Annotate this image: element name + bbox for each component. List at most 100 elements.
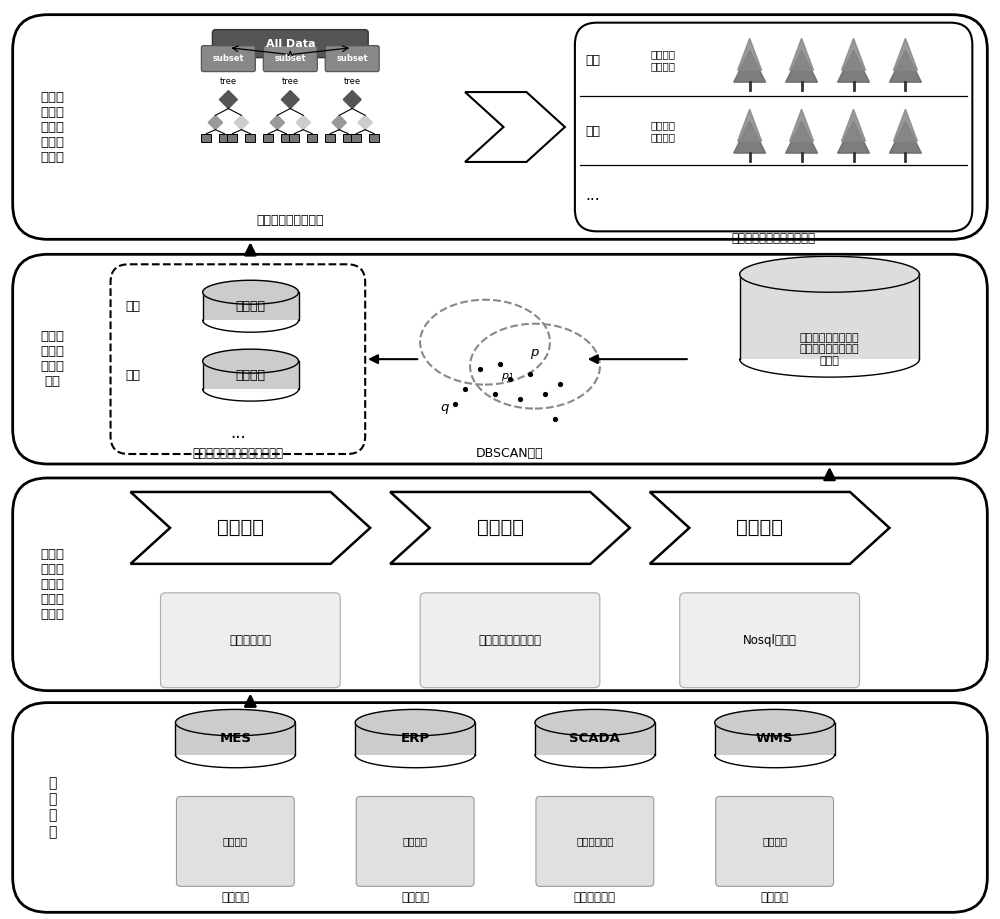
Text: 随机森林
调度规则: 随机森林 调度规则 xyxy=(650,50,675,71)
Bar xyxy=(219,133,229,142)
FancyBboxPatch shape xyxy=(13,15,987,239)
Polygon shape xyxy=(790,39,814,70)
Polygon shape xyxy=(738,39,762,70)
Text: DBSCAN聚类: DBSCAN聚类 xyxy=(476,447,544,460)
Text: 各扰动环境下产生的调度数据: 各扰动环境下产生的调度数据 xyxy=(192,447,283,460)
FancyBboxPatch shape xyxy=(263,46,317,72)
Polygon shape xyxy=(208,115,223,130)
Polygon shape xyxy=(838,121,869,153)
Polygon shape xyxy=(790,109,814,142)
Polygon shape xyxy=(893,109,917,142)
Polygon shape xyxy=(786,51,818,82)
Text: 针对各扰动环境的调度规则: 针对各扰动环境的调度规则 xyxy=(732,233,816,245)
Bar xyxy=(355,722,475,754)
Text: 数据整合: 数据整合 xyxy=(477,518,524,538)
Text: 随机森林
调度规则: 随机森林 调度规则 xyxy=(650,120,675,142)
Text: 簇一: 簇一 xyxy=(585,53,600,67)
Bar xyxy=(325,133,335,142)
FancyBboxPatch shape xyxy=(13,255,987,464)
Text: 簇一: 簇一 xyxy=(125,300,140,312)
Polygon shape xyxy=(535,709,655,736)
Polygon shape xyxy=(270,115,284,130)
Text: WMS: WMS xyxy=(756,732,793,745)
Text: subset: subset xyxy=(336,54,368,63)
Bar xyxy=(343,133,353,142)
Text: 数据子集: 数据子集 xyxy=(236,369,266,381)
Polygon shape xyxy=(838,51,869,82)
Bar xyxy=(740,274,919,359)
Polygon shape xyxy=(715,709,835,736)
Text: All Data: All Data xyxy=(266,39,315,49)
Bar xyxy=(175,722,295,754)
Text: $p$: $p$ xyxy=(530,347,540,361)
Bar xyxy=(281,133,291,142)
Text: 基于改
进随机
森林算
法的挖
掘模型: 基于改 进随机 森林算 法的挖 掘模型 xyxy=(41,90,65,164)
Bar xyxy=(245,133,255,142)
Polygon shape xyxy=(893,39,917,70)
Text: 数
据
来
源: 数 据 来 源 xyxy=(48,777,57,839)
Text: subset: subset xyxy=(274,54,306,63)
Text: $p_1$: $p_1$ xyxy=(501,371,515,383)
Text: 智能机床: 智能机床 xyxy=(221,891,249,904)
Bar xyxy=(227,133,237,142)
Text: 数据采集工具: 数据采集工具 xyxy=(229,634,271,647)
FancyBboxPatch shape xyxy=(680,593,860,687)
Polygon shape xyxy=(842,39,865,70)
Bar xyxy=(263,133,273,142)
FancyBboxPatch shape xyxy=(176,797,294,886)
Bar xyxy=(201,133,211,142)
Polygon shape xyxy=(219,91,237,108)
Polygon shape xyxy=(175,709,295,736)
Polygon shape xyxy=(281,91,299,108)
Polygon shape xyxy=(740,256,919,292)
Polygon shape xyxy=(131,492,370,564)
Text: 智能终端: 智能终端 xyxy=(761,891,789,904)
Polygon shape xyxy=(296,115,310,130)
Text: 数据筛选: 数据筛选 xyxy=(736,518,783,538)
Polygon shape xyxy=(390,492,630,564)
Text: 生产计划: 生产计划 xyxy=(401,891,429,904)
FancyBboxPatch shape xyxy=(356,797,474,886)
Text: 改进的随机森林算法: 改进的随机森林算法 xyxy=(257,214,324,227)
Polygon shape xyxy=(234,115,249,130)
Bar xyxy=(307,133,317,142)
FancyBboxPatch shape xyxy=(160,593,340,687)
Polygon shape xyxy=(786,121,818,153)
Text: 数据采集: 数据采集 xyxy=(217,518,264,538)
Text: MES: MES xyxy=(219,732,251,745)
Polygon shape xyxy=(889,121,921,153)
Text: 生产计划: 生产计划 xyxy=(403,836,428,846)
Text: 簇二: 簇二 xyxy=(125,369,140,381)
FancyBboxPatch shape xyxy=(201,46,255,72)
Polygon shape xyxy=(332,115,346,130)
Polygon shape xyxy=(842,109,865,142)
Text: tree: tree xyxy=(344,77,361,86)
FancyBboxPatch shape xyxy=(13,478,987,691)
Text: ···: ··· xyxy=(230,429,246,447)
FancyBboxPatch shape xyxy=(13,703,987,913)
Text: 结合大
数据技
术的数
据预处
理模型: 结合大 数据技 术的数 据预处 理模型 xyxy=(41,548,65,621)
Polygon shape xyxy=(650,492,889,564)
Text: $q$: $q$ xyxy=(440,403,450,416)
Bar xyxy=(203,361,299,389)
Bar xyxy=(203,292,299,320)
Text: ···: ··· xyxy=(586,193,600,208)
Polygon shape xyxy=(203,280,299,304)
Text: 无线通信技术: 无线通信技术 xyxy=(576,836,614,846)
Bar xyxy=(715,722,835,754)
Text: 数据子集: 数据子集 xyxy=(236,300,266,312)
Polygon shape xyxy=(465,92,565,162)
Polygon shape xyxy=(734,121,766,153)
Text: 无线通信技术: 无线通信技术 xyxy=(574,891,616,904)
Polygon shape xyxy=(738,109,762,142)
Bar xyxy=(289,133,299,142)
Bar xyxy=(369,133,379,142)
Text: 智能终端: 智能终端 xyxy=(762,836,787,846)
FancyBboxPatch shape xyxy=(111,265,365,454)
Polygon shape xyxy=(343,91,361,108)
FancyBboxPatch shape xyxy=(716,797,834,886)
FancyBboxPatch shape xyxy=(212,29,368,58)
FancyBboxPatch shape xyxy=(536,797,654,886)
Text: 智能机床: 智能机床 xyxy=(223,836,248,846)
Text: 基于扰
动属性
的聚类
策略: 基于扰 动属性 的聚类 策略 xyxy=(41,330,65,388)
